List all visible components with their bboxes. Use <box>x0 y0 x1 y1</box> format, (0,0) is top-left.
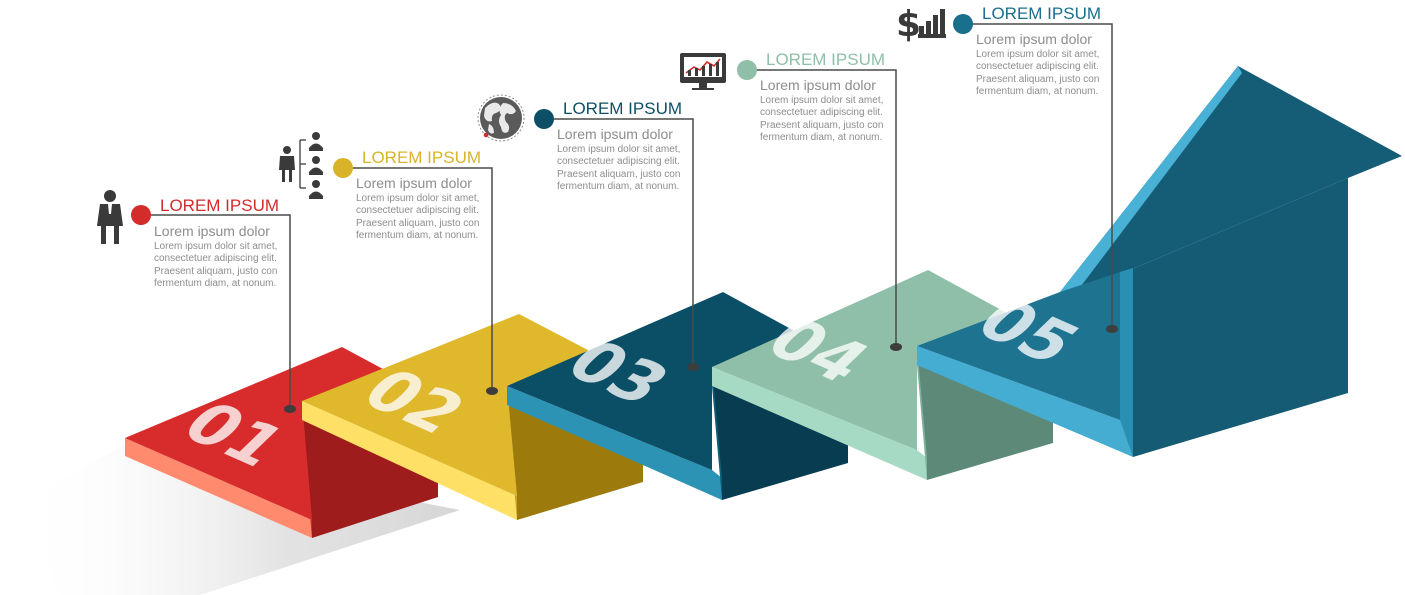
step-02-anchor-dot <box>486 387 498 395</box>
monitor-chart-icon <box>680 53 726 90</box>
step-02-marker-dot <box>333 158 353 178</box>
step-04-line-3: Praesent aliquam, justo con <box>760 119 884 131</box>
step-02-subtitle: Lorem ipsum dolor <box>356 175 472 191</box>
step-02-connector <box>352 167 493 390</box>
step-03-line-2: consectetuer adipiscing elit. <box>557 156 680 168</box>
step-01-line-4: fermentum diam, at nonum. <box>154 277 277 289</box>
step-04-line-1: Lorem ipsum dolor sit amet, <box>760 95 884 106</box>
svg-text:$: $ <box>896 4 921 45</box>
step-04-line-4: fermentum diam, at nonum. <box>760 131 883 143</box>
step-03-line-4: fermentum diam, at nonum. <box>557 180 680 192</box>
step-05-arrow <box>917 66 1402 457</box>
step-04-anchor-dot <box>890 343 902 351</box>
step-02-body: Lorem ipsum dolor sit amet, consectetuer… <box>356 193 506 242</box>
step-03-line-1: Lorem ipsum dolor sit amet, <box>557 144 681 155</box>
step-01-line-1: Lorem ipsum dolor sit amet, <box>154 241 278 252</box>
step-04-subtitle: Lorem ipsum dolor <box>760 77 876 93</box>
step-05-subtitle: Lorem ipsum dolor <box>976 31 1092 47</box>
step-01-anchor-dot <box>284 405 296 413</box>
step-01-line-2: consectetuer adipiscing elit. <box>154 253 277 265</box>
step-04-line-2: consectetuer adipiscing elit. <box>760 107 883 119</box>
step-01-subtitle: Lorem ipsum dolor <box>154 223 270 239</box>
step-03-anchor-dot <box>687 363 699 371</box>
step-05-title: LOREM IPSUM <box>982 4 1102 23</box>
step-05-line-4: fermentum diam, at nonum. <box>976 85 1099 97</box>
dollar-chart-icon: $ <box>896 4 946 45</box>
step-05-line-2: consectetuer adipiscing elit. <box>976 61 1099 73</box>
team-hierarchy-icon <box>279 132 323 199</box>
step-04-marker-dot <box>737 60 757 80</box>
step-03-body: Lorem ipsum dolor sit amet, consectetuer… <box>557 144 707 193</box>
step-02-line-4: fermentum diam, at nonum. <box>356 229 479 241</box>
step-05-line-1: Lorem ipsum dolor sit amet, <box>976 49 1100 60</box>
step-01-title: LOREM IPSUM <box>160 196 280 215</box>
step-01-line-3: Praesent aliquam, justo con <box>154 265 278 277</box>
step-03-connector <box>553 118 694 366</box>
step-01-connector <box>150 214 291 408</box>
step-02-line-2: consectetuer adipiscing elit. <box>356 205 479 217</box>
step-05-label: LOREM IPSUM Lorem ipsum dolor Lorem ipsu… <box>976 4 1126 98</box>
step-01-label: LOREM IPSUM Lorem ipsum dolor Lorem ipsu… <box>154 196 304 290</box>
step-04-title: LOREM IPSUM <box>766 50 886 69</box>
step-04-label: LOREM IPSUM Lorem ipsum dolor Lorem ipsu… <box>760 50 910 144</box>
businessman-icon <box>97 190 123 244</box>
step-02-line-3: Praesent aliquam, justo con <box>356 217 480 229</box>
step-03-subtitle: Lorem ipsum dolor <box>557 126 673 142</box>
step-05-connector <box>972 23 1113 328</box>
step-05-anchor-dot <box>1106 325 1118 333</box>
step-05-body: Lorem ipsum dolor sit amet, consectetuer… <box>976 49 1126 98</box>
step-02-label: LOREM IPSUM Lorem ipsum dolor Lorem ipsu… <box>356 148 506 242</box>
globe-icon <box>477 94 525 142</box>
step-01-marker-dot <box>131 205 151 225</box>
step-04-block <box>712 270 1053 480</box>
step-05-marker-dot <box>953 14 973 34</box>
step-05-line-3: Praesent aliquam, justo con <box>976 73 1100 85</box>
step-04-body: Lorem ipsum dolor sit amet, consectetuer… <box>760 95 910 144</box>
step-03-label: LOREM IPSUM Lorem ipsum dolor Lorem ipsu… <box>557 99 707 193</box>
step-02-line-1: Lorem ipsum dolor sit amet, <box>356 193 480 204</box>
step-01-body: Lorem ipsum dolor sit amet, consectetuer… <box>154 241 304 290</box>
step-02-title: LOREM IPSUM <box>362 148 482 167</box>
step-03-marker-dot <box>534 109 554 129</box>
step-03-line-3: Praesent aliquam, justo con <box>557 168 681 180</box>
step-04-connector <box>756 69 897 346</box>
connectors <box>150 23 1113 408</box>
step-03-title: LOREM IPSUM <box>563 99 683 118</box>
floor-shadow <box>20 445 460 595</box>
